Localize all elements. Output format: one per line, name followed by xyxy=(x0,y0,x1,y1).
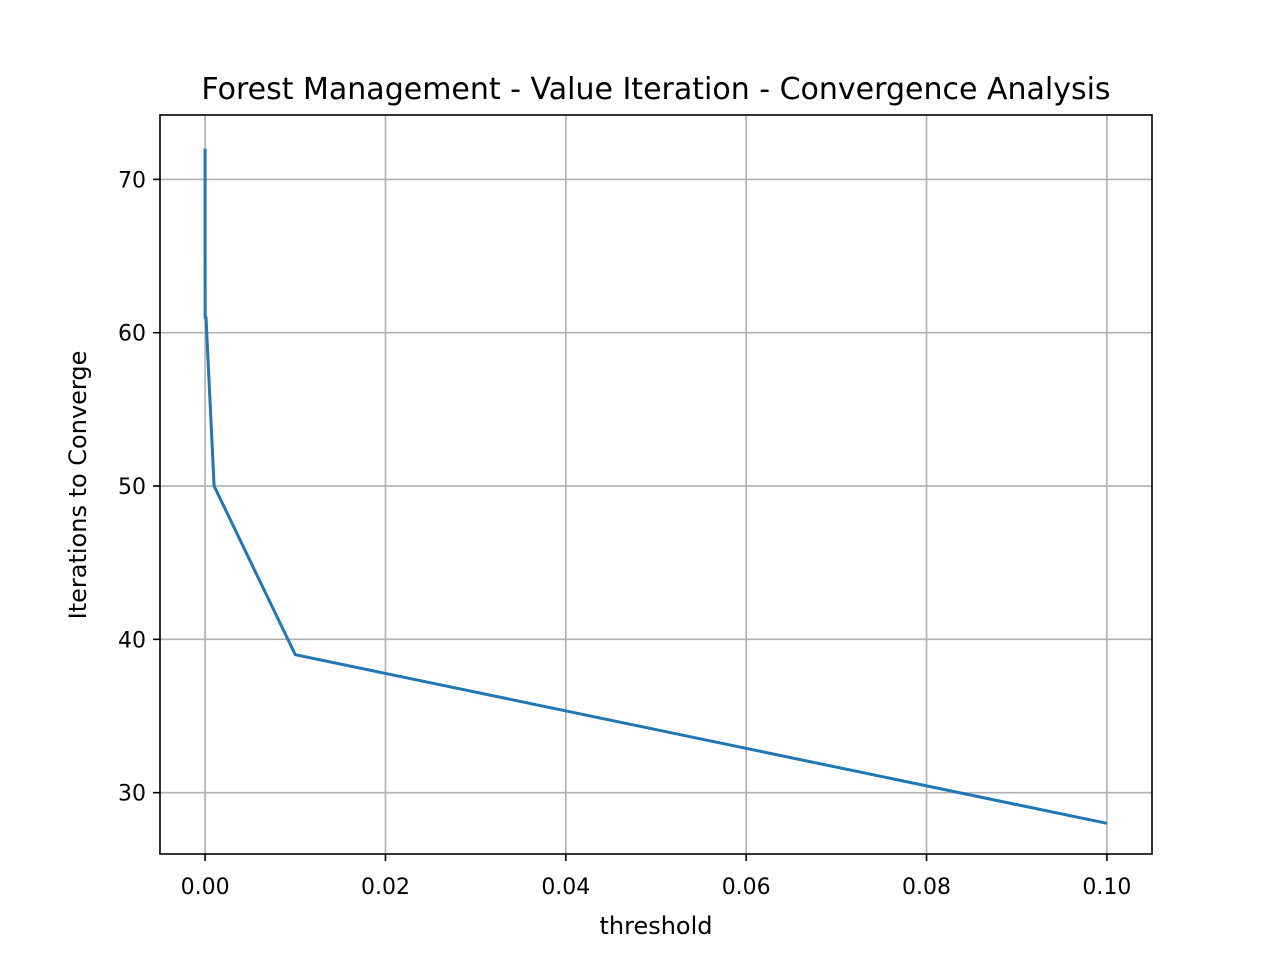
y-tick-label: 70 xyxy=(118,168,146,193)
x-axis-label: threshold xyxy=(599,912,712,940)
y-tick-label: 30 xyxy=(118,782,146,807)
grid xyxy=(160,115,1152,854)
chart-title: Forest Management - Value Iteration - Co… xyxy=(201,72,1110,107)
x-tick-label: 0.10 xyxy=(1082,875,1131,900)
x-tick-label: 0.02 xyxy=(361,875,410,900)
y-tick-label: 40 xyxy=(118,628,146,653)
y-tick-label: 60 xyxy=(118,322,146,347)
plot-frame xyxy=(159,114,1153,855)
y-axis-label: Iterations to Converge xyxy=(64,351,92,620)
x-tick-label: 0.06 xyxy=(722,875,771,900)
x-tick-label: 0.04 xyxy=(541,875,590,900)
x-tick-label: 0.00 xyxy=(181,875,230,900)
series-layer xyxy=(203,148,1108,825)
y-tick-label: 50 xyxy=(118,475,146,500)
series-line-0 xyxy=(203,148,1108,825)
axis-ticks: 0.00 0.02 0.04 0.06 0.08 0.10 30 40 50 60 70 xyxy=(118,168,1131,900)
x-tick-label: 0.08 xyxy=(902,875,951,900)
